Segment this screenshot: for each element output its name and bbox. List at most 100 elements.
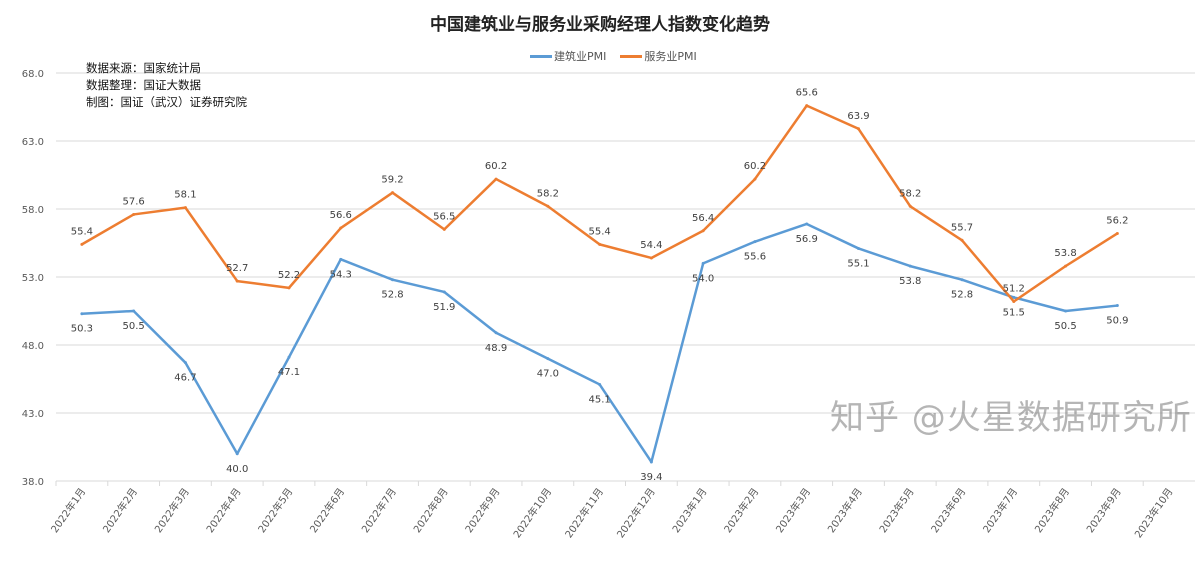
legend: 建筑业PMI 服务业PMI bbox=[530, 48, 697, 64]
data-label: 39.4 bbox=[640, 472, 662, 483]
x-tick-label: 2022年4月 bbox=[203, 485, 243, 535]
data-point bbox=[546, 357, 550, 361]
data-label: 52.8 bbox=[381, 290, 403, 301]
legend-swatch bbox=[530, 54, 552, 58]
data-label: 55.4 bbox=[71, 226, 93, 237]
x-tick-label: 2023年2月 bbox=[721, 485, 761, 535]
data-point bbox=[546, 204, 550, 208]
x-tick-label: 2022年8月 bbox=[410, 485, 450, 535]
x-tick-label: 2022年5月 bbox=[255, 485, 295, 535]
data-point bbox=[856, 246, 860, 250]
data-point bbox=[701, 229, 705, 233]
data-label: 51.2 bbox=[1003, 283, 1025, 294]
legend-swatch bbox=[620, 54, 643, 58]
data-label: 53.8 bbox=[899, 276, 921, 287]
data-label: 55.1 bbox=[847, 258, 869, 269]
data-label: 60.2 bbox=[485, 161, 507, 172]
x-tick-label: 2023年10月 bbox=[1132, 485, 1176, 540]
data-point bbox=[235, 452, 239, 456]
data-point bbox=[287, 286, 291, 290]
data-point bbox=[908, 264, 912, 268]
x-tick-label: 2022年6月 bbox=[307, 485, 347, 535]
data-label: 63.9 bbox=[847, 111, 869, 122]
data-point bbox=[494, 331, 498, 335]
legend-item-construction: 建筑业PMI bbox=[530, 48, 606, 64]
data-label: 54.4 bbox=[640, 240, 662, 251]
note-source: 数据来源：国家统计局 bbox=[86, 61, 201, 75]
x-tick-label: 2023年6月 bbox=[928, 485, 968, 535]
data-label: 57.6 bbox=[123, 196, 145, 207]
y-tick-label: 68.0 bbox=[22, 69, 44, 80]
watermark: 知乎 @火星数据研究所 bbox=[830, 398, 1192, 438]
data-point bbox=[494, 177, 498, 181]
data-label: 50.5 bbox=[1054, 321, 1076, 332]
data-label: 47.0 bbox=[537, 369, 559, 380]
x-tick-label: 2022年9月 bbox=[462, 485, 502, 535]
data-label: 56.9 bbox=[796, 234, 818, 245]
data-label: 55.6 bbox=[744, 252, 766, 263]
data-point bbox=[753, 240, 757, 244]
data-label: 50.9 bbox=[1106, 316, 1128, 327]
data-label: 65.6 bbox=[796, 88, 818, 99]
data-label: 58.2 bbox=[537, 188, 559, 199]
x-tick-label: 2023年1月 bbox=[669, 485, 709, 535]
data-label: 48.9 bbox=[485, 343, 507, 354]
x-tick-label: 2022年12月 bbox=[614, 485, 658, 540]
x-tick-label: 2022年3月 bbox=[152, 485, 192, 535]
data-label: 47.1 bbox=[278, 367, 300, 378]
data-label: 60.2 bbox=[744, 161, 766, 172]
data-label: 56.4 bbox=[692, 213, 714, 224]
data-point bbox=[339, 226, 343, 230]
data-label: 51.5 bbox=[1003, 307, 1025, 318]
data-point bbox=[598, 242, 602, 246]
data-point bbox=[1064, 264, 1068, 268]
y-tick-label: 43.0 bbox=[22, 409, 44, 420]
source-notes: 数据来源：国家统计局 数据整理：国证大数据 制图：国证（武汉）证券研究院 bbox=[86, 60, 247, 111]
data-point bbox=[960, 238, 964, 242]
data-label: 52.8 bbox=[951, 290, 973, 301]
data-label: 52.2 bbox=[278, 270, 300, 281]
data-label: 51.9 bbox=[433, 302, 455, 313]
data-point bbox=[1012, 295, 1016, 299]
data-point bbox=[442, 290, 446, 294]
data-point bbox=[805, 104, 809, 108]
x-tick-label: 2023年4月 bbox=[825, 485, 865, 535]
data-point bbox=[856, 127, 860, 131]
data-label: 54.0 bbox=[692, 273, 714, 284]
data-label: 50.5 bbox=[123, 321, 145, 332]
y-tick-label: 63.0 bbox=[22, 137, 44, 148]
data-point bbox=[1064, 309, 1068, 313]
x-tick-label: 2022年1月 bbox=[48, 485, 88, 535]
note-compiler: 数据整理：国证大数据 bbox=[86, 78, 201, 92]
data-label: 52.7 bbox=[226, 263, 248, 274]
data-point bbox=[1115, 304, 1119, 308]
data-point bbox=[649, 256, 653, 260]
data-point bbox=[598, 382, 602, 386]
x-tick-label: 2022年7月 bbox=[359, 485, 399, 535]
data-label: 54.3 bbox=[330, 269, 352, 280]
data-point bbox=[701, 261, 705, 265]
note-author: 制图：国证（武汉）证券研究院 bbox=[86, 95, 247, 109]
data-label: 59.2 bbox=[381, 175, 403, 186]
data-label: 58.1 bbox=[174, 190, 196, 201]
data-point bbox=[80, 312, 84, 316]
data-point bbox=[80, 242, 84, 246]
data-point bbox=[1012, 299, 1016, 303]
x-tick-label: 2022年10月 bbox=[510, 485, 554, 540]
data-label: 55.7 bbox=[951, 222, 973, 233]
x-tick-label: 2023年8月 bbox=[1032, 485, 1072, 535]
y-tick-label: 38.0 bbox=[22, 477, 44, 488]
data-point bbox=[649, 460, 653, 464]
legend-label: 服务业PMI bbox=[644, 50, 697, 63]
data-point bbox=[908, 204, 912, 208]
data-point bbox=[339, 257, 343, 261]
data-point bbox=[287, 355, 291, 359]
x-tick-label: 2023年9月 bbox=[1083, 485, 1123, 535]
data-label: 50.3 bbox=[71, 324, 93, 335]
x-tick-label: 2023年7月 bbox=[980, 485, 1020, 535]
x-tick-label: 2023年5月 bbox=[876, 485, 916, 535]
data-point bbox=[805, 222, 809, 226]
y-tick-label: 58.0 bbox=[22, 205, 44, 216]
data-point bbox=[753, 177, 757, 181]
